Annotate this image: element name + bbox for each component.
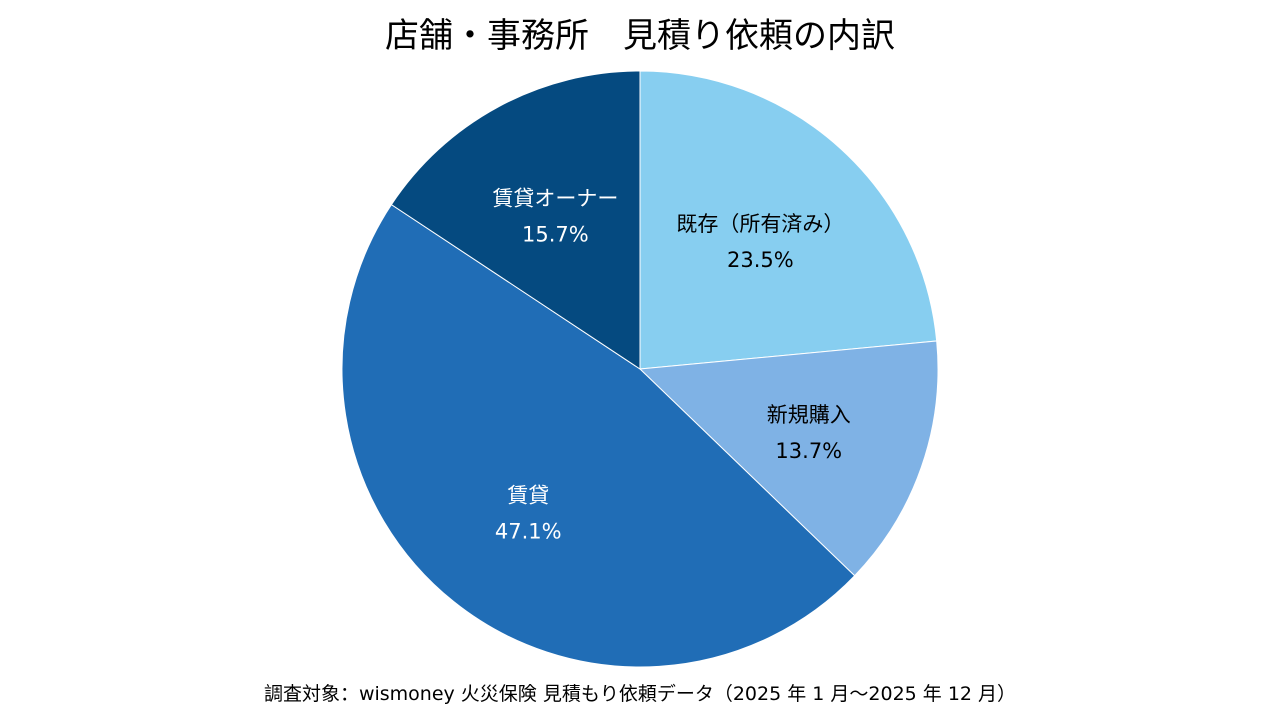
- source-note: 調査対象：wismoney 火災保険 見積もり依頼データ（2025 年 1 月～…: [263, 683, 1017, 705]
- chart-title: 店舗・事務所 見積り依頼の内訳: [385, 16, 895, 56]
- slice-value-label: 15.7%: [522, 223, 589, 247]
- slice-label: 賃貸: [507, 484, 549, 508]
- slice-label: 新規購入: [767, 403, 851, 427]
- pie-slices: [341, 70, 939, 668]
- slice-label: 既存（所有済み）: [676, 212, 844, 236]
- pie-slice: [341, 203, 856, 668]
- slice-value-label: 23.5%: [727, 248, 794, 272]
- pie-slice: [638, 340, 939, 577]
- pie-slice: [639, 70, 938, 370]
- pie-slice: [390, 70, 641, 370]
- slice-value-label: 47.1%: [495, 520, 562, 544]
- slice-label: 賃貸オーナー: [492, 187, 618, 211]
- slice-value-label: 13.7%: [775, 439, 842, 463]
- pie-labels: 既存（所有済み） 23.5% 新規購入 13.7% 賃貸 47.1% 賃貸オーナー 15.7%: [492, 187, 850, 544]
